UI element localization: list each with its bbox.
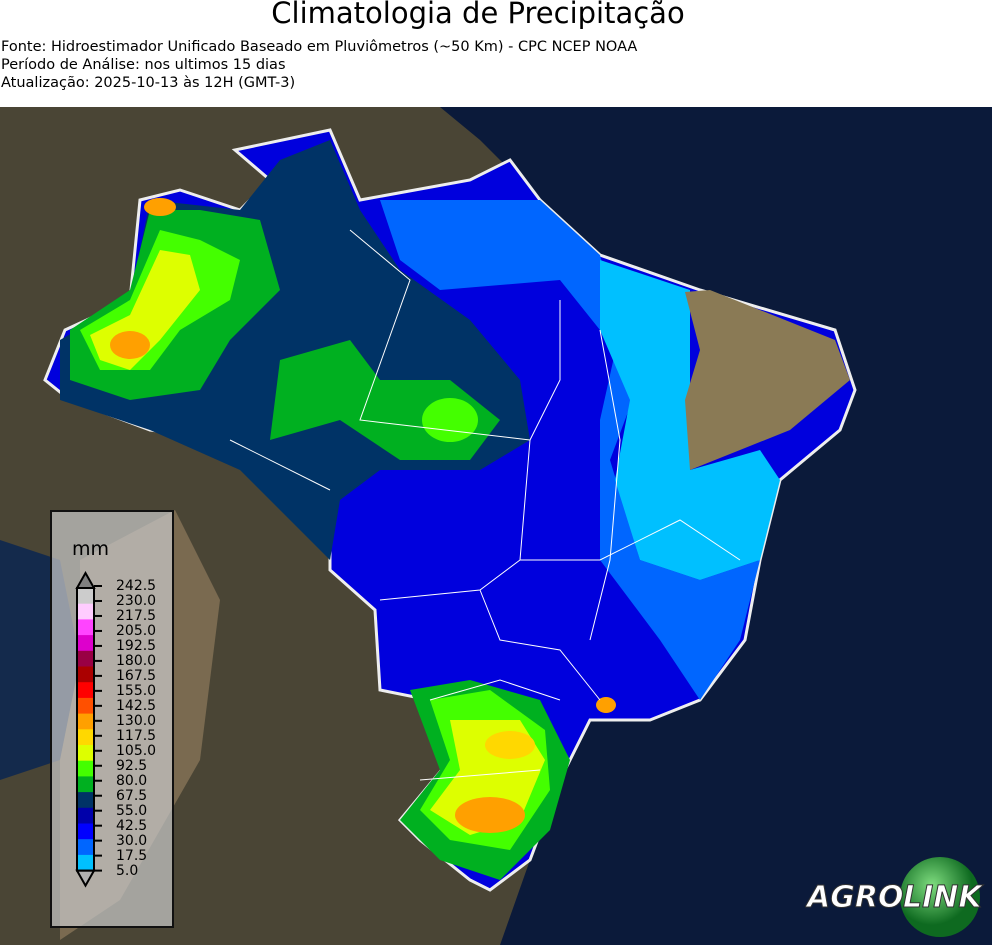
band-17-30: [380, 200, 760, 700]
logo-text-link: LINK: [903, 880, 984, 915]
colorbar-segment: [77, 666, 94, 683]
colorbar-tick-label: 217.5: [116, 607, 157, 624]
colorbar-segment: [77, 697, 94, 715]
colorbar-segment: [77, 603, 94, 620]
colorbar-tick-label: 117.5: [116, 727, 157, 744]
colorbar-tick-label: 92.5: [116, 757, 148, 774]
colorbar-segment: [77, 839, 94, 856]
colorbar-segment: [77, 792, 94, 809]
band-80-92-central: [422, 398, 478, 442]
colorbar-segment: [77, 823, 94, 840]
colorbar-frame: [76, 587, 95, 872]
band-105-130-south: [455, 797, 525, 833]
page-title: Climatologia de Precipitação: [271, 0, 685, 30]
colorbar-tick-label: 230.0: [116, 592, 157, 609]
colorbar-segment: [77, 776, 94, 793]
state-borders: [229, 229, 741, 781]
logo-text-agro: AGRO: [805, 880, 903, 915]
period-text: Período de Análise: nos ultimos 15 dias: [1, 57, 286, 73]
colorbar-segment: [77, 619, 94, 636]
colorbar-tick-label: 180.0: [116, 652, 157, 669]
colorbar-segment: [77, 713, 94, 730]
colorbar-tick-label: 192.5: [116, 637, 157, 654]
colorbar-segment: [77, 729, 94, 746]
legend-unit: mm: [72, 538, 110, 560]
colorbar-tick-label: 42.5: [116, 817, 148, 834]
colorbar-tick-label: 167.5: [116, 667, 157, 684]
colorbar-segment: [77, 650, 94, 667]
source-text: Fonte: Hidroestimador Unificado Baseado …: [1, 39, 638, 55]
band-105-117-south2: [485, 731, 535, 759]
updated-text: Atualização: 2025-10-13 às 12H (GMT-3): [1, 75, 296, 91]
colorbar-tick-label: 105.0: [116, 742, 157, 759]
colorbar-under-arrow: [75, 869, 96, 888]
colorbar-segment: [77, 588, 94, 605]
colorbar-segment: [77, 807, 94, 824]
colorbar-segment: [77, 635, 94, 652]
agrolink-logo: AGRO LINK: [805, 857, 985, 937]
colorbar-segment: [77, 682, 94, 699]
colorbar-tick-label: 17.5: [116, 847, 148, 864]
colorbar-tick-label: 80.0: [116, 772, 148, 789]
band-105-130-north: [144, 198, 176, 216]
colorbar-tick-label: 205.0: [116, 622, 157, 639]
band-105-130-west: [110, 331, 150, 359]
colorbar-legend: mm 242.5 230.0 217.5 205.0 192.5 180.0 167.5 15…: [50, 510, 174, 928]
colorbar: [75, 570, 102, 888]
atlantic-ocean: [440, 107, 992, 945]
colorbar-over-arrow: [75, 570, 96, 589]
colorbar-tick-label: 242.5: [116, 578, 157, 594]
band-rj-spot: [596, 697, 616, 713]
colorbar-tick-label: 5.0: [116, 862, 139, 879]
colorbar-tick-label: 155.0: [116, 682, 157, 699]
colorbar-tick-label: 142.5: [116, 697, 157, 714]
colorbar-tick-label: 67.5: [116, 787, 148, 804]
semiarid-northeast: [685, 290, 850, 470]
colorbar-segment: [77, 745, 94, 762]
colorbar-tick-label: 130.0: [116, 712, 157, 729]
colorbar-segment: [77, 760, 94, 777]
colorbar-tick-label: 55.0: [116, 802, 148, 819]
colorbar-segment: [77, 854, 94, 872]
colorbar-tick-label: 30.0: [116, 832, 148, 849]
